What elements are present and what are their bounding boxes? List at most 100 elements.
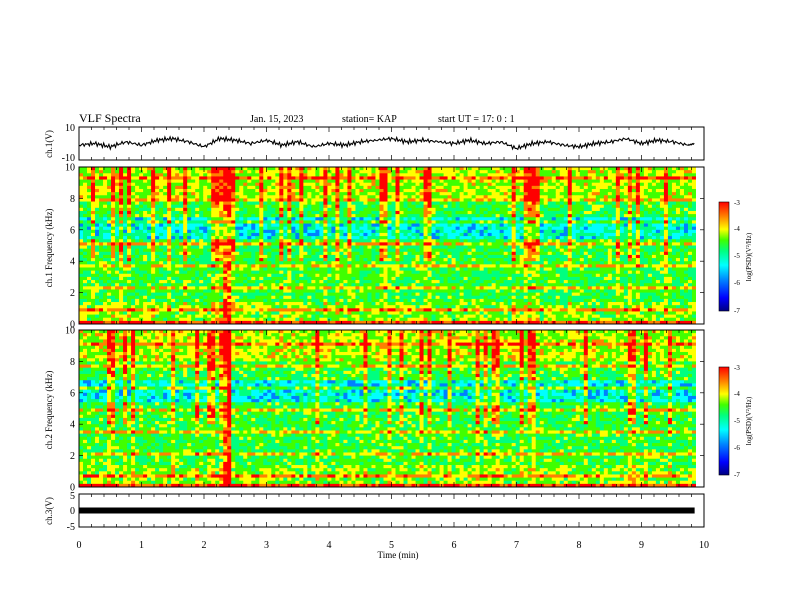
spectrogram-cell (407, 258, 412, 262)
spectrogram-cell (391, 289, 396, 293)
spectrogram-cell (175, 248, 180, 253)
spectrogram-cell (395, 258, 400, 262)
spectrogram-cell (459, 195, 465, 199)
spectrogram-cell (159, 179, 164, 184)
spectrogram-cell (295, 248, 300, 253)
spectrogram-cell (403, 176, 408, 180)
spectrogram-cell (387, 182, 392, 187)
spectrogram-cell (203, 305, 208, 309)
spectrogram-cell (211, 176, 216, 180)
spectrogram-cell (79, 207, 84, 212)
spectrogram-cell (375, 210, 380, 215)
spectrogram-cell (99, 308, 104, 312)
spectrogram-cell (323, 201, 328, 206)
spectrogram-cell (179, 305, 184, 309)
spectrogram-cell (99, 261, 104, 265)
spectrogram-cell (375, 236, 380, 240)
spectrogram-cell (403, 258, 408, 262)
spectrogram-cell (215, 270, 220, 275)
spectrogram-cell (227, 298, 232, 303)
spectrogram-cell (223, 195, 228, 199)
spectrogram-cell (167, 267, 172, 272)
spectrogram-cell (183, 229, 188, 234)
spectrogram-cell (307, 314, 312, 319)
spectrogram-cell (311, 210, 316, 215)
spectrogram-cell (427, 314, 432, 319)
spectrogram-cell (303, 236, 308, 240)
spectrogram-cell (431, 298, 436, 303)
spectrogram-cell (119, 254, 124, 259)
spectrogram-cell (415, 236, 420, 240)
spectrogram-cell (459, 311, 465, 315)
spectrogram-cell (415, 311, 420, 315)
spectrogram-cell (299, 198, 304, 202)
spectrogram-cell (387, 207, 392, 212)
spectrogram-cell (415, 302, 420, 306)
spectrogram-cell (119, 317, 124, 322)
spectrogram-cell (411, 295, 416, 300)
spectrogram-cell (131, 302, 136, 306)
spectrogram-cell (227, 226, 232, 231)
spectrogram-cell (147, 167, 152, 171)
spectrogram-cell (79, 210, 84, 215)
spectrogram-cell (343, 195, 348, 199)
spectrogram-cell (147, 317, 152, 322)
spectrogram-cell (315, 232, 320, 237)
spectrogram-cell (311, 273, 316, 278)
spectrogram-cell (95, 185, 100, 190)
spectrogram-cell (387, 229, 392, 234)
spectrogram-cell (131, 261, 136, 265)
spectrogram-cell (251, 305, 256, 309)
spectrogram-cell (315, 317, 320, 322)
spectrogram-cell (303, 311, 308, 315)
spectrogram-cell (151, 220, 156, 224)
spectrogram-cell (111, 185, 116, 190)
spectrogram-cell (459, 223, 465, 228)
spectrogram-cell (207, 185, 212, 190)
spectrogram-cell (299, 289, 304, 293)
spectrogram-cell (227, 295, 232, 300)
spectrogram-cell (303, 302, 308, 306)
spectrogram-cell (331, 179, 336, 184)
spectrogram-cell (443, 217, 448, 221)
spectrogram-cell (187, 295, 192, 300)
spectrogram-cell (395, 286, 400, 290)
spectrogram-cell (199, 283, 204, 287)
spectrogram-cell (319, 192, 324, 196)
spectrogram-cell (259, 185, 264, 190)
spectrogram-cell (263, 251, 268, 256)
spectrogram-cell (407, 201, 412, 206)
spectrogram-cell (135, 170, 140, 174)
spectrogram-cell (115, 320, 120, 325)
spectrogram-cell (299, 258, 304, 262)
spectrogram-cell (163, 179, 168, 184)
spectrogram-cell (295, 242, 300, 246)
spectrogram-cell (267, 280, 272, 284)
spectrogram-cell (267, 176, 272, 180)
spectrogram-cell (263, 248, 268, 253)
spectrogram-cell (267, 223, 272, 228)
spectrogram-cell (79, 248, 84, 253)
spectrogram-cell (231, 261, 236, 265)
spectrogram-cell (99, 182, 104, 187)
spectrogram-cell (315, 236, 320, 240)
spectrogram-cell (159, 176, 164, 180)
spectrogram-cell (199, 173, 204, 177)
spectrogram-cell (175, 273, 180, 278)
spectrogram-cell (167, 192, 172, 196)
spectrogram-cell (387, 258, 392, 262)
spectrogram-cell (439, 283, 444, 287)
spectrogram-cell (403, 232, 408, 237)
spectrogram-cell (415, 167, 420, 171)
spectrogram-cell (199, 286, 204, 290)
spectrogram-cell (435, 317, 440, 322)
spectrogram-cell (443, 239, 448, 243)
spectrogram-cell (335, 185, 340, 190)
spectrogram-cell (451, 217, 457, 221)
spectrogram-cell (311, 195, 316, 199)
spectrogram-cell (227, 308, 232, 312)
spectrogram-cell (195, 176, 200, 180)
spectrogram-cell (295, 182, 300, 187)
spectrogram-cell (447, 210, 452, 215)
spectrogram-cell (159, 242, 164, 246)
